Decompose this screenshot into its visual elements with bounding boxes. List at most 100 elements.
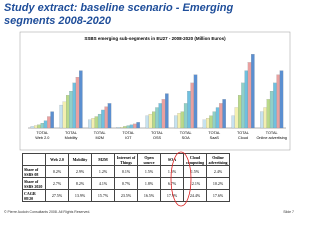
table-cell: 15.7%	[91, 189, 115, 202]
bar	[190, 82, 194, 129]
table-cell: 0.1%	[114, 165, 138, 178]
row-header: Share of SSBS 2020	[22, 177, 46, 190]
table-cell: 13.9%	[68, 189, 92, 202]
chart-title: SSBS emerging sub-segments in EU27 - 200…	[84, 36, 226, 41]
table-cell: 1.8%	[137, 177, 161, 190]
row-header: CAGR 08/20	[22, 189, 46, 202]
bar	[269, 91, 274, 129]
table-cell: 2.7%	[45, 177, 69, 190]
bar	[238, 95, 242, 129]
bar	[222, 99, 226, 129]
bar	[219, 103, 223, 129]
x-tick-label: M2M	[95, 136, 103, 140]
table-row: CAGR 08/20 27.5% 13.9% 15.7% 23.5% 16.5% 17.9%…	[22, 189, 230, 202]
table-cell: 17.9%	[160, 189, 184, 202]
table-cell: 1.2%	[91, 165, 115, 178]
bar	[187, 91, 191, 129]
bar	[34, 125, 38, 129]
bar	[180, 111, 185, 129]
bar	[59, 104, 63, 129]
corner-cell	[22, 153, 46, 166]
bar	[75, 77, 80, 129]
x-tick-label: TOTAL	[122, 131, 134, 135]
x-tick-label: TOTAL	[208, 131, 220, 135]
table-cell: 0.2%	[45, 165, 69, 178]
table-cell: 4.1%	[91, 177, 115, 190]
bar	[276, 74, 280, 129]
table-cell: 23.5%	[114, 189, 138, 202]
table-cell: 6.7%	[160, 177, 184, 190]
row-header: Share of SSBS 08	[22, 165, 46, 178]
column-header: SOA	[160, 153, 184, 166]
bar	[251, 54, 255, 129]
bar	[62, 101, 67, 129]
bar	[107, 103, 112, 129]
x-tick-label: OSS	[153, 136, 161, 140]
bar	[30, 126, 35, 129]
x-tick-label: Cloud	[238, 136, 248, 140]
bar	[247, 62, 252, 129]
table-cell: 0.7%	[114, 177, 138, 190]
bar	[193, 74, 198, 129]
x-tick-label: TOTAL	[151, 131, 163, 135]
bar	[123, 126, 127, 129]
bar	[120, 127, 124, 129]
bar	[266, 99, 271, 129]
table-cell: 1.5%	[160, 165, 184, 178]
bar	[47, 116, 51, 129]
bar	[126, 125, 131, 129]
bar	[43, 120, 48, 129]
x-tick-label: TOTAL	[94, 131, 106, 135]
data-table: Web 2.0 Mobility M2M Internet of Things Open…	[22, 153, 230, 202]
bar	[234, 107, 239, 129]
bar	[165, 93, 169, 129]
chart: SSBS emerging sub-segments in EU27 - 200…	[19, 31, 291, 151]
table-cell: 10.2%	[206, 177, 230, 190]
table-cell: 16.5%	[137, 189, 161, 202]
bar	[88, 119, 92, 129]
column-header: Open source	[137, 153, 161, 166]
column-header: Internet of Things	[114, 153, 138, 166]
x-tick-label: Mobility	[65, 136, 78, 140]
x-tick-label: SaaS	[210, 136, 220, 140]
bar	[177, 113, 181, 129]
x-tick-label: TOTAL	[65, 131, 77, 135]
table-cell: 12.1%	[183, 177, 207, 190]
bar	[40, 123, 45, 129]
table-row: Share of SSBS 08 0.2% 2.9% 1.2% 0.1% 1.5% 1.5%…	[22, 165, 230, 178]
bar	[263, 107, 267, 129]
bar	[206, 118, 210, 129]
x-tick-label: TOTAL	[266, 131, 278, 135]
bar	[94, 116, 99, 129]
slide-number: Slide 7	[283, 210, 294, 214]
bar	[183, 103, 188, 129]
bar	[72, 82, 76, 129]
table-cell: 8.2%	[68, 177, 92, 190]
x-tick-label: TOTAL	[237, 131, 249, 135]
table-cell: 1.5%	[137, 165, 161, 178]
table-cell: 17.6%	[206, 189, 230, 202]
bar	[116, 127, 121, 129]
bar	[148, 113, 153, 129]
bar	[209, 115, 213, 129]
x-tick-label: IOT	[125, 136, 132, 140]
bar	[241, 82, 245, 129]
bar	[279, 70, 284, 129]
bar	[215, 107, 220, 129]
x-tick-label: TOTAL	[36, 131, 48, 135]
table-cell: 2.4%	[206, 165, 230, 178]
bar	[145, 115, 149, 129]
bar	[273, 82, 277, 129]
bar	[152, 111, 156, 129]
bar	[174, 115, 178, 129]
column-header: Mobility	[68, 153, 92, 166]
table-row: Share of SSBS 2020 2.7% 8.2% 4.1% 0.7% 1.8% 6.…	[22, 177, 230, 190]
bar	[161, 99, 166, 129]
bar	[101, 109, 105, 129]
x-tick-label: Online advertising	[256, 136, 286, 140]
table-cell: 2.9%	[68, 165, 92, 178]
bar	[66, 95, 70, 129]
column-header: Online advertising	[206, 153, 230, 166]
slide-title: Study extract: baseline scenario - Emerg…	[4, 2, 234, 27]
x-tick-label: TOTAL	[180, 131, 192, 135]
